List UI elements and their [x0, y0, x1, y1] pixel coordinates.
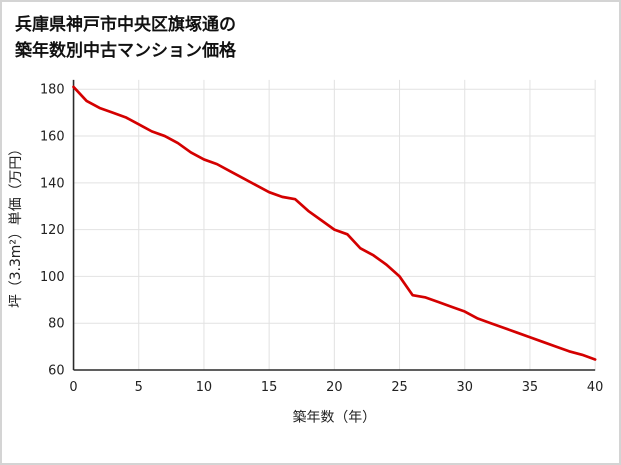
- y-tick-label: 160: [40, 130, 65, 145]
- x-tick-label: 20: [326, 380, 342, 395]
- y-tick-label: 180: [40, 83, 65, 98]
- price-line-chart: 0 5 10 15 20 25 30 35 40 60 80 100 120 140 160 180 築年数（年…: [8, 79, 603, 426]
- chart-area: 0 5 10 15 20 25 30 35 40 60 80 100 120 140 160 180 築年数（年…: [2, 64, 619, 444]
- x-axis-title: 築年数（年）: [293, 410, 376, 426]
- x-tick-label: 30: [457, 380, 473, 395]
- y-axis-title: 坪（3.3m²）単価（万円）: [8, 142, 24, 308]
- x-tick-label: 10: [196, 380, 212, 395]
- chart-title-line1: 兵庫県神戸市中央区旗塚通の: [15, 15, 236, 35]
- y-tick-label: 100: [40, 270, 65, 285]
- x-tick-label: 40: [587, 380, 603, 395]
- y-tick-label: 80: [48, 317, 64, 332]
- chart-title-line2: 築年数別中古マンション価格: [15, 40, 236, 61]
- x-tick-label: 15: [261, 380, 277, 395]
- x-tick-label: 0: [69, 380, 77, 395]
- x-tick-label: 35: [522, 380, 538, 395]
- chart-title: 兵庫県神戸市中央区旗塚通の 築年数別中古マンション価格: [2, 2, 619, 64]
- x-tick-label: 25: [391, 380, 407, 395]
- price-line: [72, 85, 597, 361]
- y-tick-label: 60: [48, 363, 64, 378]
- x-tick-label: 5: [135, 380, 143, 395]
- y-tick-label: 140: [40, 176, 65, 191]
- y-tick-label: 120: [40, 223, 65, 238]
